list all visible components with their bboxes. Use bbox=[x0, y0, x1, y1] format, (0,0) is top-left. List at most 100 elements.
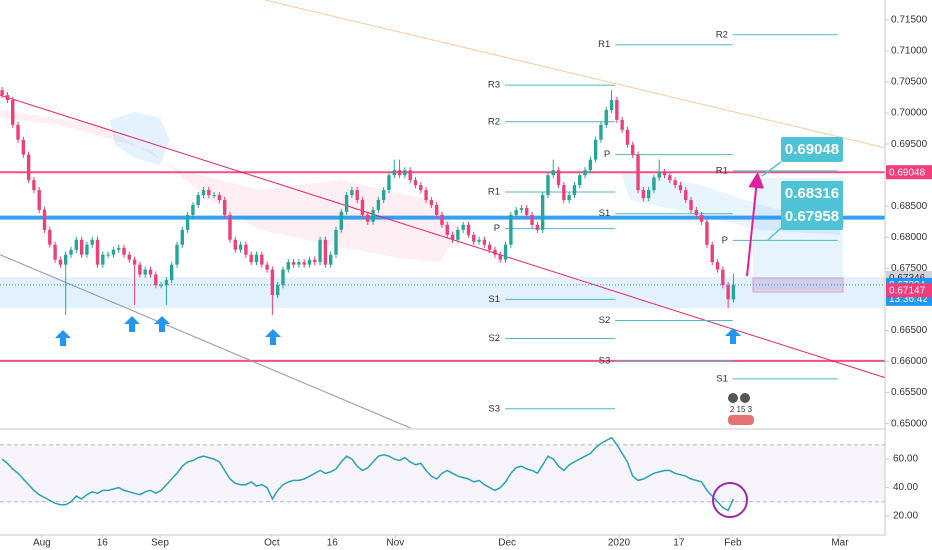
callout-pointer bbox=[761, 161, 782, 177]
candle-body bbox=[350, 190, 354, 196]
y-tick-label: 0.71500 bbox=[891, 15, 928, 26]
axes-layer: 0.650000.655000.660000.665000.670000.675… bbox=[33, 15, 932, 549]
candle-body bbox=[291, 262, 296, 265]
candle-body bbox=[48, 229, 52, 245]
candle-body bbox=[117, 247, 121, 250]
candle-body bbox=[662, 172, 667, 176]
rsi-y-tick-label: 60.00 bbox=[893, 454, 918, 465]
candle-body bbox=[646, 190, 651, 199]
x-tick-label: Aug bbox=[33, 538, 51, 549]
candle-body bbox=[721, 269, 725, 286]
rsi-layer bbox=[0, 436, 885, 512]
candle-body bbox=[281, 269, 285, 286]
candle-body bbox=[355, 190, 359, 201]
candle-body bbox=[731, 285, 736, 300]
candle-body bbox=[360, 200, 365, 215]
x-tick-label: Feb bbox=[724, 538, 742, 549]
candle-body bbox=[244, 244, 248, 255]
candle-body bbox=[254, 254, 259, 263]
x-tick-label: 16 bbox=[97, 538, 109, 549]
candle-body bbox=[64, 254, 68, 265]
candle-body bbox=[456, 229, 460, 240]
pivot-label: P bbox=[494, 223, 500, 234]
candle-body bbox=[678, 185, 683, 191]
background-layer bbox=[0, 110, 885, 309]
pivot-label: S3 bbox=[488, 403, 500, 414]
candle-body bbox=[196, 195, 200, 205]
pivot-label: S1 bbox=[599, 208, 611, 219]
x-tick-label: Mar bbox=[831, 538, 849, 549]
pivot-label: P bbox=[722, 235, 728, 246]
candle-body bbox=[392, 170, 396, 176]
candle-body bbox=[593, 139, 598, 160]
candle-body bbox=[170, 264, 174, 281]
candle-body bbox=[530, 214, 534, 225]
candle-body bbox=[127, 254, 132, 260]
pivot-label: R2 bbox=[716, 29, 728, 40]
candle-body bbox=[461, 224, 465, 230]
event-icon bbox=[728, 415, 754, 425]
up-arrow bbox=[124, 316, 140, 332]
x-tick-label: Nov bbox=[386, 538, 404, 549]
candle-body bbox=[450, 234, 455, 240]
candle-body bbox=[668, 175, 672, 181]
candle-body bbox=[37, 190, 41, 210]
trendline bbox=[0, 254, 412, 428]
candle-body bbox=[604, 109, 608, 125]
candle-body bbox=[403, 170, 407, 176]
candle-body bbox=[567, 195, 571, 201]
candle-body bbox=[185, 214, 190, 230]
candle-body bbox=[429, 200, 434, 205]
y-tick-label: 0.71000 bbox=[891, 46, 928, 57]
candle-body bbox=[726, 285, 730, 300]
candle-body bbox=[69, 249, 73, 255]
candle-body bbox=[53, 244, 57, 260]
candle-body bbox=[313, 259, 317, 263]
candle-body bbox=[180, 229, 184, 245]
candle-body bbox=[419, 185, 423, 191]
candle-body bbox=[636, 154, 640, 191]
candle-body bbox=[95, 239, 100, 265]
candle-body bbox=[631, 144, 635, 155]
candle-body bbox=[540, 195, 545, 230]
candle-body bbox=[297, 262, 301, 265]
candle-body bbox=[498, 254, 502, 260]
candle-body bbox=[434, 204, 439, 215]
candle-body bbox=[466, 224, 471, 235]
candle-body bbox=[5, 95, 10, 101]
price-tag bbox=[886, 165, 932, 180]
callout-box bbox=[781, 181, 843, 230]
candle-body bbox=[26, 154, 31, 181]
candle-body bbox=[583, 170, 587, 176]
candle-body bbox=[652, 177, 656, 191]
pivot-label: R1 bbox=[716, 165, 728, 176]
overlay-layer: 0.69048 0.68316 0.67958 2 15 3 bbox=[0, 0, 886, 536]
candle-body bbox=[323, 239, 328, 265]
plot-layer: R3 R2 R1 P S1 S2 S3 R1 P S1 S2 S3 R2 R1 P S1 bbox=[0, 0, 885, 428]
callout-pointer bbox=[767, 227, 782, 241]
candle-body bbox=[445, 224, 449, 235]
candle-body bbox=[689, 200, 693, 210]
candle-body bbox=[238, 244, 243, 250]
candle-body bbox=[599, 124, 603, 140]
event-icon bbox=[740, 393, 750, 403]
y-tick-label: 0.65000 bbox=[891, 418, 928, 429]
candle-body bbox=[620, 119, 624, 130]
x-tick-label: 17 bbox=[673, 538, 685, 549]
candle-body bbox=[138, 264, 142, 275]
candle-body bbox=[307, 259, 312, 265]
y-tick-label: 0.70500 bbox=[891, 77, 928, 88]
candle-body bbox=[132, 259, 137, 265]
price-tag bbox=[886, 283, 932, 298]
candle-body bbox=[207, 190, 211, 196]
pivot-label: S1 bbox=[488, 294, 500, 305]
candle-body bbox=[514, 209, 518, 215]
pivot-label: S2 bbox=[599, 315, 611, 326]
forecast-arrow bbox=[746, 172, 765, 277]
event-badge: 2 15 3 bbox=[730, 405, 753, 414]
up-arrow bbox=[154, 316, 170, 332]
candle-body bbox=[556, 170, 561, 186]
y-tick-label: 0.68000 bbox=[891, 232, 928, 243]
